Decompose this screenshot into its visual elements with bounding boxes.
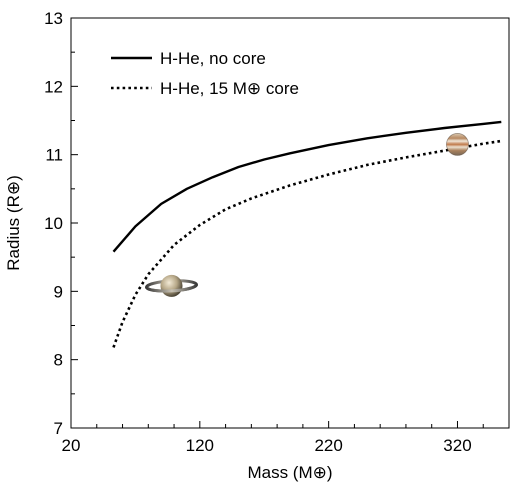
- y-tick-label: 13: [44, 9, 63, 28]
- y-tick-label: 10: [44, 214, 63, 233]
- series-layer: [112, 120, 502, 348]
- jupiter-body: [446, 133, 469, 156]
- jupiter-icon: [446, 132, 469, 156]
- legend-label-series-2: H-He, 15 M⊕ core: [160, 79, 299, 98]
- x-tick-label: 220: [314, 436, 342, 455]
- saturn-ring-front: [145, 284, 198, 293]
- legend-label-series-1: H-He, no core: [160, 49, 266, 68]
- x-axis-label: Mass (M⊕): [247, 463, 332, 482]
- saturn-icon: [145, 274, 198, 297]
- series-line-2: [112, 139, 502, 348]
- y-tick-label: 11: [45, 146, 63, 165]
- y-tick-label: 9: [54, 282, 63, 301]
- series-line-1: [112, 120, 502, 253]
- y-tick-label: 7: [54, 419, 63, 438]
- y-tick-label: 12: [44, 77, 63, 96]
- x-tick-label: 20: [62, 436, 81, 455]
- y-axis: 7 8 9 10 11 12 13: [44, 9, 78, 438]
- x-tick-label: 120: [186, 436, 214, 455]
- jupiter-shadow: [446, 132, 469, 156]
- x-axis: 20 120 220 320: [62, 421, 510, 455]
- x-tick-label: 320: [443, 436, 471, 455]
- y-tick-label: 8: [54, 351, 63, 370]
- y-axis-label: Radius (R⊕): [4, 175, 23, 270]
- legend: H-He, no core H-He, 15 M⊕ core: [111, 49, 299, 98]
- saturn-body: [160, 274, 183, 297]
